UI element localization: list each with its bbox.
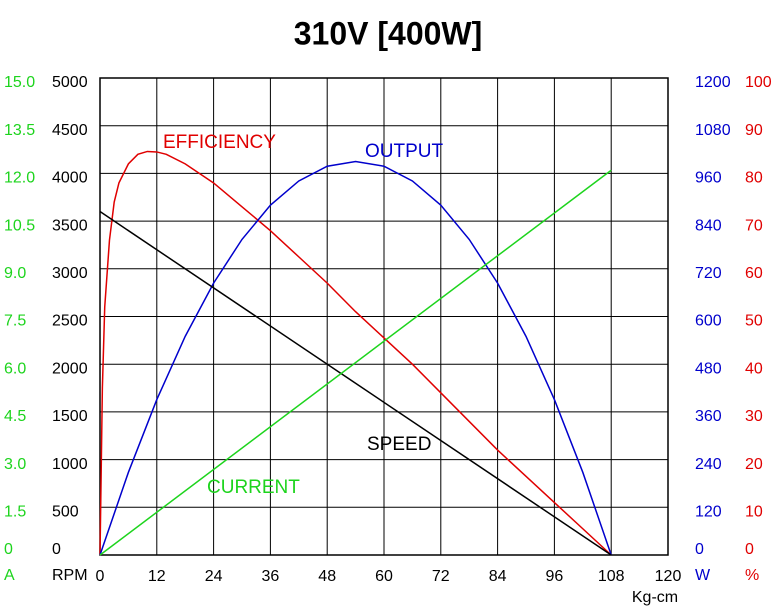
- y-axis-label: %: [745, 567, 759, 584]
- y-tick-label: 1500: [52, 408, 88, 425]
- y-tick-label: 10.5: [4, 217, 35, 234]
- y-tick-label: 840: [695, 217, 722, 234]
- y-tick-label: 1.5: [4, 504, 26, 521]
- plot-frame: [99, 77, 669, 556]
- y-tick-label: 15.0: [4, 74, 35, 91]
- x-tick-label: 36: [262, 568, 280, 585]
- y-axis-label: RPM: [52, 567, 88, 584]
- y-tick-label: 50: [745, 313, 763, 330]
- x-tick-label: 48: [318, 568, 336, 585]
- y-tick-label: 7.5: [4, 313, 26, 330]
- y-tick-label: 500: [52, 504, 79, 521]
- x-tick-label: 12: [148, 568, 166, 585]
- y-tick-label: 9.0: [4, 265, 26, 282]
- y-tick-label: 2000: [52, 360, 88, 377]
- y-tick-label: 120: [695, 504, 722, 521]
- y-tick-label: 0: [695, 541, 704, 558]
- y-tick-label: 480: [695, 360, 722, 377]
- x-tick-label: 108: [598, 568, 625, 585]
- x-tick-label: 60: [375, 568, 393, 585]
- x-tick-label: 72: [432, 568, 450, 585]
- y-axis-label: A: [4, 567, 15, 584]
- y-tick-label: 3000: [52, 265, 88, 282]
- y-tick-label: 30: [745, 408, 763, 425]
- x-tick-label: 0: [96, 568, 105, 585]
- y-tick-label: 100: [745, 74, 772, 91]
- x-tick-label: 24: [205, 568, 223, 585]
- y-tick-label: 600: [695, 313, 722, 330]
- x-tick-label: 96: [546, 568, 564, 585]
- y-tick-label: 13.5: [4, 122, 35, 139]
- y-tick-label: 70: [745, 217, 763, 234]
- y-tick-label: 0: [745, 541, 754, 558]
- y-tick-label: 40: [745, 360, 763, 377]
- y-tick-label: 4500: [52, 122, 88, 139]
- series-line: [99, 150, 612, 556]
- series-label: SPEED: [367, 434, 431, 455]
- y-tick-label: 3500: [52, 217, 88, 234]
- y-tick-label: 6.0: [4, 360, 26, 377]
- series-label: CURRENT: [207, 477, 300, 498]
- y-tick-label: 0: [52, 541, 61, 558]
- y-tick-label: 720: [695, 265, 722, 282]
- y-tick-label: 960: [695, 170, 722, 187]
- chart-title: 310V [400W]: [294, 15, 483, 51]
- series-line: [99, 169, 612, 556]
- x-tick-label: 84: [489, 568, 507, 585]
- y-tick-label: 360: [695, 408, 722, 425]
- y-tick-label: 90: [745, 122, 763, 139]
- y-tick-label: 3.0: [4, 456, 26, 473]
- series-line: [99, 210, 612, 556]
- y-axis-label: W: [695, 567, 711, 584]
- y-tick-label: 4000: [52, 170, 88, 187]
- x-axis-label: Kg-cm: [632, 589, 678, 606]
- y-tick-label: 10: [745, 504, 763, 521]
- y-tick-label: 1080: [695, 122, 731, 139]
- y-tick-label: 12.0: [4, 170, 35, 187]
- y-tick-label: 0: [4, 541, 13, 558]
- y-tick-label: 60: [745, 265, 763, 282]
- y-tick-label: 240: [695, 456, 722, 473]
- series-label: OUTPUT: [365, 141, 444, 162]
- series-label: EFFICIENCY: [163, 132, 276, 153]
- y-tick-label: 2500: [52, 313, 88, 330]
- y-tick-label: 4.5: [4, 408, 26, 425]
- y-tick-label: 80: [745, 170, 763, 187]
- y-tick-label: 1000: [52, 456, 88, 473]
- series-line: [99, 160, 612, 556]
- y-tick-label: 5000: [52, 74, 88, 91]
- y-tick-label: 20: [745, 456, 763, 473]
- y-tick-label: 1200: [695, 74, 731, 91]
- x-tick-label: 120: [655, 568, 682, 585]
